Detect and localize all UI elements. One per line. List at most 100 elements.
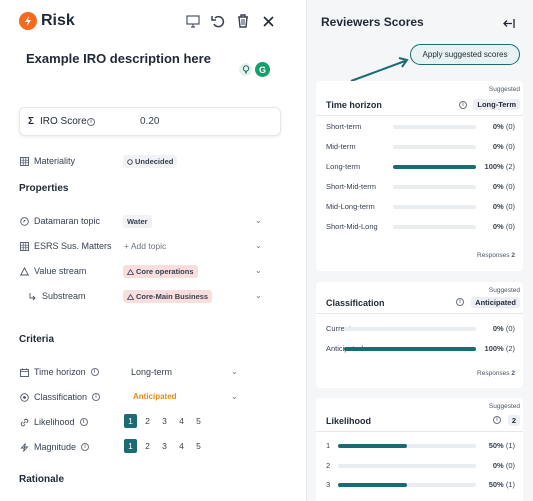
magnitude-selector: 1 2 3 4 5: [124, 439, 209, 453]
row-percent: 0% (0): [492, 182, 515, 191]
branch-icon: [29, 292, 36, 300]
score-row: 1 50% (1): [316, 441, 523, 453]
chevron-down-icon[interactable]: ⌄: [255, 266, 262, 275]
bar-track: [393, 145, 476, 149]
suggested-label: Suggested: [488, 403, 520, 410]
grid-icon: [20, 156, 29, 166]
score-row: Current 0% (0): [316, 324, 523, 336]
triangle-icon: [20, 266, 29, 275]
info-icon[interactable]: i: [493, 416, 501, 424]
info-icon[interactable]: i: [90, 368, 99, 376]
card-title: Likelihood: [326, 416, 371, 426]
bolt-icon: [20, 442, 29, 452]
calendar-icon: [20, 367, 29, 377]
bar-fill: [338, 483, 407, 487]
suggested-label: Suggested: [488, 86, 520, 93]
magnitude-row: Magnitude i: [20, 442, 90, 452]
time-horizon-value[interactable]: Long-term: [131, 367, 173, 377]
monitor-icon[interactable]: [184, 12, 202, 30]
bar-track: [393, 225, 476, 229]
bar-fill: [344, 347, 476, 351]
triangle-icon: [127, 268, 134, 275]
classification-card: Suggested Classification i Anticipated C…: [316, 282, 523, 388]
bulb-icon[interactable]: [239, 63, 252, 76]
undo-icon[interactable]: [209, 12, 227, 30]
trash-icon[interactable]: [234, 12, 252, 30]
grammarly-icon[interactable]: G: [255, 62, 270, 77]
info-icon[interactable]: i: [459, 101, 467, 109]
apply-suggested-scores-button[interactable]: Apply suggested scores: [410, 44, 520, 65]
info-icon[interactable]: i: [87, 118, 95, 126]
likelihood-card: Suggested Likelihood i 2 1 50% (1) 2 0% (0)…: [316, 398, 523, 501]
collapse-panel-icon[interactable]: [499, 14, 517, 32]
magnitude-option-4[interactable]: 4: [179, 441, 184, 451]
arrow-icon: [350, 57, 409, 82]
chevron-down-icon[interactable]: ⌄: [255, 216, 262, 225]
iro-description[interactable]: Example IRO description here: [26, 51, 211, 66]
triangle-icon: [127, 293, 134, 300]
bar-track: [344, 347, 476, 351]
datamaran-topic-value[interactable]: Water: [123, 215, 152, 228]
likelihood-option-3[interactable]: 3: [162, 416, 167, 426]
radio-icon: [20, 392, 29, 402]
likelihood-option-5[interactable]: 5: [196, 416, 201, 426]
value-stream-tag[interactable]: Core operations: [123, 265, 198, 278]
magnitude-option-1[interactable]: 1: [124, 439, 137, 453]
row-percent: 100% (2): [484, 344, 515, 353]
likelihood-option-1[interactable]: 1: [124, 414, 137, 428]
bar-track: [393, 185, 476, 189]
info-icon[interactable]: i: [79, 418, 88, 426]
chevron-down-icon[interactable]: ⌄: [231, 392, 238, 401]
card-title: Time horizon: [326, 100, 382, 110]
iro-score-value: 0.20: [140, 116, 160, 127]
info-icon[interactable]: i: [456, 298, 464, 306]
bar-track: [393, 125, 476, 129]
row-percent: 0% (0): [492, 324, 515, 333]
row-label: Short-Mid-term: [326, 182, 377, 191]
materiality-row: Materiality: [20, 156, 75, 166]
add-topic-button[interactable]: + Add topic: [124, 241, 167, 251]
substream-tag[interactable]: Core-Main Business: [123, 290, 213, 303]
circle-icon: [127, 158, 133, 165]
link-icon: [20, 418, 29, 426]
magnitude-option-5[interactable]: 5: [196, 441, 201, 451]
row-label: 3: [326, 480, 331, 489]
likelihood-option-4[interactable]: 4: [179, 416, 184, 426]
score-row: Mid-term 0% (0): [316, 142, 523, 154]
likelihood-option-2[interactable]: 2: [145, 416, 150, 426]
magnitude-option-2[interactable]: 2: [145, 441, 150, 451]
score-row: Short-Mid-Long 0% (0): [316, 222, 523, 234]
suggested-badge: 2: [507, 415, 520, 426]
info-icon[interactable]: i: [92, 393, 101, 401]
row-label: Short-Mid-Long: [326, 222, 378, 231]
divider: [316, 115, 523, 116]
chevron-down-icon[interactable]: ⌄: [231, 367, 238, 376]
row-label: 1: [326, 441, 331, 450]
score-row: Long-term 100% (2): [316, 162, 523, 174]
likelihood-row: Likelihood i: [20, 417, 88, 427]
chevron-down-icon[interactable]: ⌄: [255, 291, 262, 300]
row-label: Mid-term: [326, 142, 356, 151]
info-icon[interactable]: i: [81, 443, 90, 451]
row-percent: 0% (0): [492, 142, 515, 151]
responses-count: Responses 2: [477, 252, 515, 259]
score-row: 2 0% (0): [316, 461, 523, 473]
materiality-badge[interactable]: Undecided: [123, 155, 178, 168]
bar-track: [393, 165, 476, 169]
row-label: Short-term: [326, 122, 362, 131]
row-percent: 0% (0): [492, 122, 515, 131]
close-icon[interactable]: [259, 12, 277, 30]
chevron-down-icon[interactable]: ⌄: [255, 241, 262, 250]
magnitude-option-3[interactable]: 3: [162, 441, 167, 451]
suggested-badge: Long-Term: [473, 99, 520, 110]
score-row: Short-term 0% (0): [316, 122, 523, 134]
row-label: Mid-Long-term: [326, 202, 375, 211]
time-horizon-card: Suggested Time horizon i Long-Term Short…: [316, 81, 523, 271]
score-row: Short-Mid-term 0% (0): [316, 182, 523, 194]
row-percent: 50% (1): [488, 441, 515, 450]
classification-value[interactable]: Anticipated: [133, 392, 177, 401]
bar-track: [344, 327, 476, 331]
risk-icon: [19, 12, 37, 30]
divider: [316, 431, 523, 432]
suggested-label: Suggested: [488, 287, 520, 294]
